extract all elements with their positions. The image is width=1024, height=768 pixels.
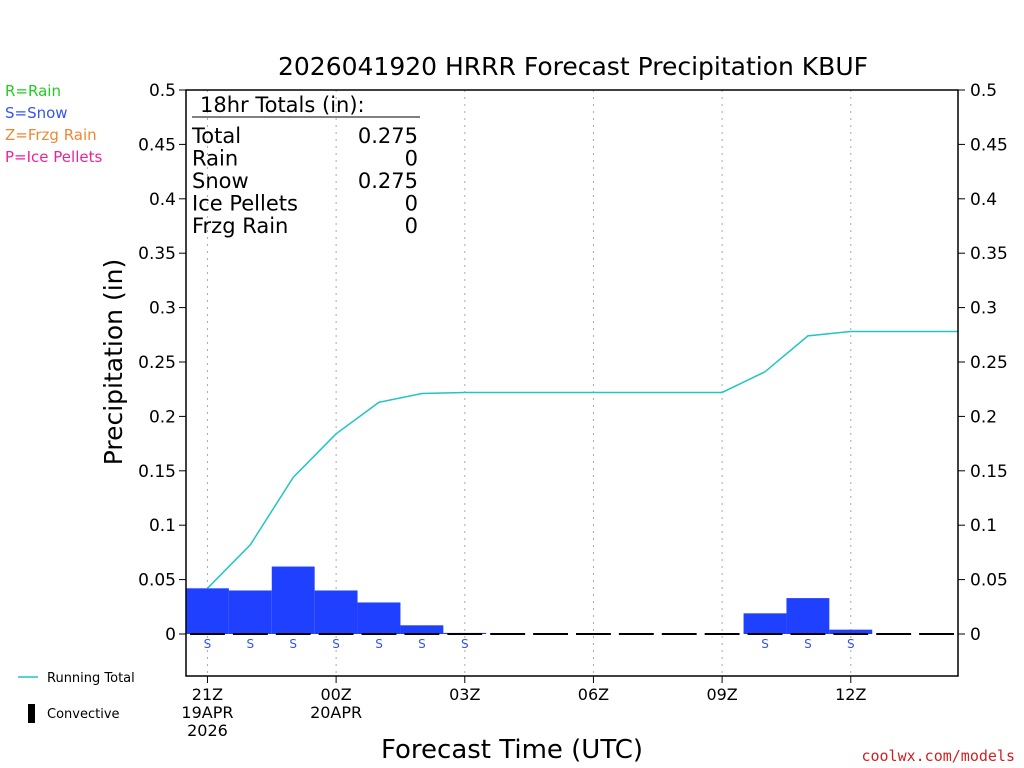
totals-row-label: Frzg Rain: [192, 214, 288, 238]
totals-row-label: Total: [191, 124, 241, 148]
precip-type-marker: S: [375, 637, 383, 651]
totals-row-value: 0.275: [358, 124, 418, 148]
y-tick-label-left: 0.1: [149, 516, 176, 536]
precip-type-marker: S: [761, 637, 769, 651]
x-tick-label: 06Z: [578, 685, 609, 704]
precip-bar: [743, 613, 787, 634]
y-tick-label-left: 0.45: [138, 135, 176, 155]
totals-heading: 18hr Totals (in):: [200, 93, 365, 117]
totals-row-label: Rain: [192, 147, 238, 171]
totals-row-value: 0: [405, 214, 418, 238]
running-total-line: [206, 330, 958, 589]
y-tick-label-left: 0.35: [138, 244, 176, 264]
y-axis-left: 0 0.05 0.1 0.15 0.2 0.25 0.3 0.35 0.4 0.45 0.5: [138, 81, 186, 645]
y-tick-label-right: 0.35: [970, 244, 1008, 264]
credit-text: coolwx.com/models: [861, 747, 1015, 765]
y-tick-label-left: 0.2: [149, 407, 176, 427]
precip-type-legend-item: P=Ice Pellets: [5, 148, 103, 166]
totals-box: 18hr Totals (in): Total 0.275 Rain 0 Snow 0.2…: [191, 93, 420, 238]
precip-bar: [357, 602, 401, 634]
precip-bar: [400, 625, 444, 634]
x-tick-label: 00Z: [320, 685, 351, 704]
convective-legend-label: Convective: [47, 707, 120, 722]
y-tick-label-right: 0.1: [970, 516, 997, 536]
chart-title: 2026041920 HRRR Forecast Precipitation K…: [278, 52, 868, 81]
precip-type-legend-item: R=Rain: [5, 82, 61, 100]
y-axis-right: 0 0.05 0.1 0.15 0.2 0.25 0.3 0.35 0.4 0.45 0.5: [958, 81, 1008, 645]
y-tick-label-right: 0.4: [970, 190, 997, 210]
precip-bar: [271, 566, 315, 634]
totals-row-label: Ice Pellets: [192, 192, 298, 216]
y-tick-label-left: 0.5: [149, 81, 176, 101]
x-tick-label: 19APR: [181, 703, 233, 722]
x-tick-label: 20APR: [310, 703, 362, 722]
x-tick-label: 21Z: [192, 685, 223, 704]
y-tick-label-right: 0.5: [970, 81, 997, 101]
y-tick-label-left: 0.15: [138, 462, 176, 482]
x-tick-label: 2026: [187, 721, 228, 740]
y-tick-label-left: 0.05: [138, 571, 176, 591]
x-tick-label: 09Z: [706, 685, 737, 704]
precip-type-marker: S: [461, 637, 469, 651]
y-tick-label-right: 0.05: [970, 571, 1008, 591]
precip-bar: [186, 588, 229, 634]
y-tick-label-left: 0.25: [138, 353, 176, 373]
precip-type-legend-item: Z=Frzg Rain: [5, 126, 97, 144]
x-tick-label: 12Z: [835, 685, 866, 704]
y-tick-label-right: 0: [970, 625, 981, 645]
y-tick-label-right: 0.25: [970, 353, 1008, 373]
totals-row-value: 0.275: [358, 169, 418, 193]
convective-legend-swatch: [28, 704, 35, 723]
y-tick-label-left: 0.3: [149, 299, 176, 319]
y-tick-label-right: 0.3: [970, 299, 997, 319]
precip-type-marker: S: [847, 637, 855, 651]
precip-type-marker: S: [332, 637, 340, 651]
precip-type-marker: S: [247, 637, 255, 651]
y-tick-label-right: 0.45: [970, 135, 1008, 155]
y-axis-label: Precipitation (in): [99, 259, 128, 466]
y-tick-label-right: 0.2: [970, 407, 997, 427]
running-total-legend-label: Running Total: [47, 671, 135, 686]
totals-row-label: Snow: [192, 169, 249, 193]
precip-bar: [829, 629, 873, 634]
precip-type-marker: S: [418, 637, 426, 651]
line-layer: [206, 330, 958, 589]
y-tick-label-left: 0: [165, 625, 176, 645]
precip-type-legend: R=Rain S=Snow Z=Frzg Rain P=Ice Pellets: [5, 80, 102, 168]
totals-row-value: 0: [405, 192, 418, 216]
precip-bar: [228, 590, 272, 634]
totals-rows: Total 0.275 Rain 0 Snow 0.275 Ice Pellets 0 Frzg…: [191, 124, 418, 238]
totals-row-value: 0: [405, 147, 418, 171]
y-tick-label-right: 0.15: [970, 462, 1008, 482]
bars-layer: [186, 566, 954, 635]
x-tick-label: 03Z: [449, 685, 480, 704]
precip-type-marker: S: [204, 637, 212, 651]
x-axis-label: Forecast Time (UTC): [381, 735, 643, 765]
plot-frame: [185, 89, 959, 677]
y-tick-label-left: 0.4: [149, 190, 176, 210]
precip-bar: [786, 598, 830, 634]
precip-type-legend-item: S=Snow: [5, 104, 68, 122]
precip-type-marker: S: [804, 637, 812, 651]
precip-type-marker: S: [289, 637, 297, 651]
precip-bar: [314, 590, 358, 634]
